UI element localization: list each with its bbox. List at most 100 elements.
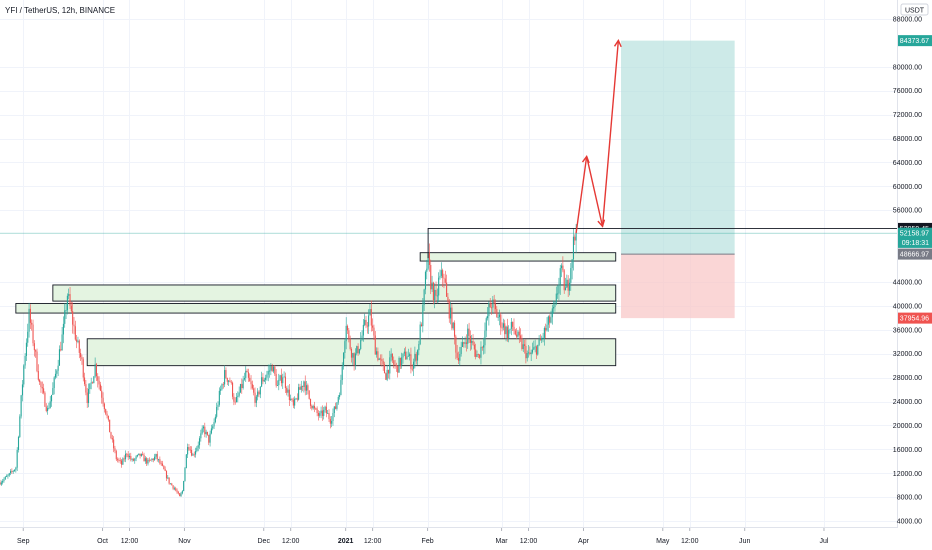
time-tick-label: 12:00 — [520, 538, 538, 545]
candle-body — [473, 344, 475, 350]
candle-body — [435, 289, 437, 296]
candle-body — [138, 453, 140, 455]
candle-body — [324, 406, 326, 410]
support-zone[interactable] — [15, 303, 617, 314]
candle-body — [513, 326, 515, 331]
candle-body — [533, 347, 535, 350]
candle-body — [378, 358, 380, 360]
candle-body — [56, 370, 58, 374]
candle-body — [364, 319, 366, 325]
candle-body — [389, 357, 391, 374]
long-position-tool[interactable] — [621, 40, 735, 319]
candle-body — [225, 370, 227, 378]
candle-body — [230, 381, 232, 383]
candle-body — [64, 310, 66, 324]
candle-body — [365, 319, 367, 326]
support-zone[interactable] — [52, 284, 617, 302]
candle-body — [514, 330, 516, 335]
candle-body — [82, 359, 84, 378]
candle-body — [497, 317, 499, 318]
candle-body — [154, 456, 156, 461]
candle-body — [356, 346, 358, 354]
candle-body — [91, 382, 94, 384]
candle-body — [86, 392, 88, 404]
candle-body — [336, 402, 338, 409]
candle-body — [8, 473, 10, 476]
candle-body — [142, 453, 144, 455]
candle-body — [546, 324, 548, 331]
candle-body — [545, 327, 547, 331]
candle-body — [570, 268, 572, 283]
candle-body — [319, 413, 321, 416]
candle-body — [496, 309, 498, 318]
candle-body — [99, 384, 101, 391]
candle-body — [422, 304, 424, 327]
candle-body — [90, 382, 92, 384]
candle-body — [44, 392, 46, 407]
time-tick-label: 2021 — [338, 538, 354, 545]
candle-body — [155, 453, 157, 457]
candle-body — [419, 324, 421, 345]
candle-body — [397, 365, 399, 373]
candle-body — [541, 337, 543, 341]
candle-body — [332, 413, 334, 421]
candle-body — [151, 458, 153, 460]
candle-body — [465, 342, 467, 344]
candle-body — [146, 458, 148, 464]
candle-body — [571, 259, 573, 269]
time-tick-label: Apr — [578, 538, 590, 545]
candle-body — [74, 326, 76, 340]
candle-body — [66, 295, 68, 311]
candle-body — [390, 353, 392, 358]
candle-body — [10, 471, 12, 474]
candle-body — [337, 396, 339, 403]
candle-body — [117, 459, 119, 461]
candle-body — [480, 346, 482, 358]
candle-body — [280, 375, 282, 384]
candle-body — [416, 350, 419, 361]
candle-body — [4, 476, 6, 480]
candle-body — [53, 377, 55, 389]
price-badge-label: 37954.96 — [900, 316, 929, 323]
candle-body — [291, 398, 293, 400]
candle-body — [15, 467, 17, 470]
candle-body — [352, 353, 354, 358]
candle-body — [259, 386, 261, 395]
candle-body — [501, 327, 503, 329]
candle-body — [175, 488, 177, 491]
candle-body — [562, 265, 564, 271]
candle-body — [542, 337, 544, 339]
currency-button[interactable] — [900, 3, 929, 16]
price-axis-panel[interactable] — [898, 0, 932, 528]
candle-body — [6, 476, 8, 478]
candle-body — [520, 335, 522, 339]
candle-body — [102, 397, 104, 404]
candle-body — [13, 469, 16, 471]
candle-body — [168, 477, 170, 484]
candle-body — [360, 340, 362, 350]
candle-body — [107, 415, 109, 420]
stop-zone[interactable] — [621, 254, 735, 319]
candle-body — [29, 308, 31, 323]
time-tick-label: Jun — [739, 538, 750, 545]
support-zone[interactable] — [419, 252, 617, 262]
candle-body — [229, 380, 231, 382]
candle-body — [124, 453, 127, 460]
time-axis-panel[interactable] — [0, 528, 932, 550]
candle-body — [368, 315, 370, 327]
time-tick-label: Nov — [178, 538, 191, 545]
candle-body — [254, 392, 256, 403]
candle-body — [93, 376, 95, 384]
candle-body — [140, 453, 142, 456]
candle-body — [393, 360, 395, 365]
price-tick-label: 40000.00 — [893, 303, 922, 310]
resistance-line[interactable] — [427, 227, 898, 259]
candle-body — [457, 357, 460, 361]
candle-body — [89, 383, 91, 390]
candle-body — [210, 428, 212, 434]
target-zone[interactable] — [621, 40, 735, 255]
candle-body — [484, 330, 486, 346]
candle-body — [31, 322, 33, 325]
candle-body — [487, 316, 489, 319]
